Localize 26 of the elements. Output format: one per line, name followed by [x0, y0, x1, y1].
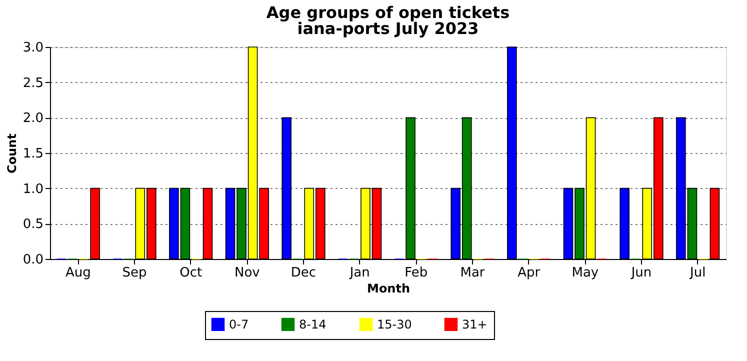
x-tick-label: Jan [348, 266, 370, 280]
x-tick-label: Apr [518, 266, 541, 280]
y-tick-label: 2.0 [22, 111, 44, 126]
x-tick-label: Nov [234, 266, 260, 280]
y-tick-label: 1.5 [22, 146, 44, 162]
legend-label: 15-30 [377, 317, 412, 332]
x-tick-label: Feb [404, 266, 428, 280]
x-tick-label: Mar [460, 266, 486, 280]
x-tick-label: Aug [65, 266, 91, 280]
x-axis-title: Month [366, 282, 410, 296]
y-axis-title: Count [4, 133, 19, 174]
chart-title: Age groups of open tickets [266, 3, 510, 22]
legend-label: 0-7 [229, 317, 249, 332]
y-tick-label: 1.0 [22, 182, 44, 197]
y-tick-label: 2.5 [22, 76, 44, 91]
legend-label: 8-14 [299, 317, 326, 332]
x-tick-label: May [572, 266, 599, 280]
x-tick-label: Sep [122, 266, 147, 280]
legend-label: 31+ [462, 317, 488, 332]
x-tick-label: Jun [630, 266, 652, 280]
x-tick-label: Dec [290, 266, 316, 280]
y-tick-label: 0.0 [22, 252, 44, 268]
x-tick-label: Oct [180, 266, 202, 280]
y-tick-label: 3.0 [22, 40, 44, 56]
y-tick-label: 0.5 [22, 217, 44, 232]
x-tick-label: Jul [688, 266, 706, 280]
